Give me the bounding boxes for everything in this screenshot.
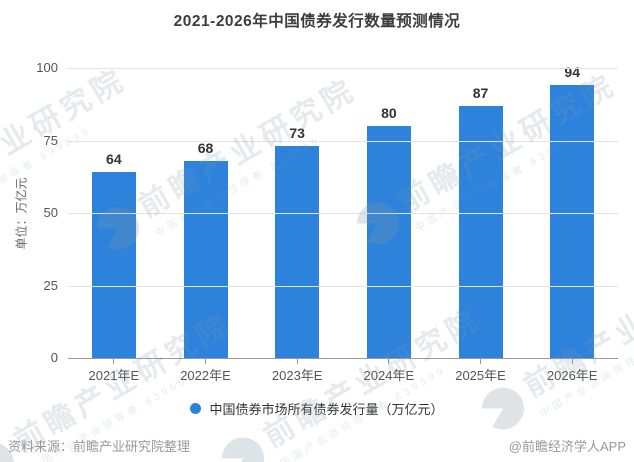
bar-band: 94 — [526, 64, 618, 358]
bar-band: 87 — [435, 68, 527, 358]
x-axis-tick — [113, 359, 115, 364]
legend-marker-icon — [190, 403, 202, 414]
x-axis-ticks — [68, 359, 618, 364]
gridline — [68, 140, 618, 142]
bar-2022年E[interactable] — [183, 160, 228, 358]
bar-2023年E[interactable] — [275, 146, 320, 358]
y-tick-label: 75 — [43, 132, 58, 148]
bar-2026年E[interactable] — [550, 85, 595, 358]
legend-label: 中国债券市场所有债券发行量（万亿元） — [209, 402, 444, 417]
x-tick-cell — [251, 359, 343, 364]
x-tick-label: 2022年E — [180, 368, 231, 383]
chart-title: 2021-2026年中国债券发行数量预测情况 — [173, 13, 461, 30]
x-tick-label: 2025年E — [455, 368, 506, 383]
y-axis-tick-labels: 0 25 50 75 100 — [0, 0, 58, 462]
bar-value-label: 80 — [381, 105, 397, 121]
bar-value-label: 73 — [289, 125, 305, 142]
x-tick-cell — [435, 359, 527, 364]
x-tick-label: 2021年E — [88, 368, 140, 383]
y-tick-label: 50 — [43, 205, 58, 220]
y-tick-label: 100 — [36, 60, 58, 75]
watermark-logo-icon — [214, 429, 272, 462]
plot-area: 64 68 73 80 87 94 — [68, 64, 618, 359]
credit-note: @前瞻经济学人APP — [508, 439, 626, 454]
y-tick-label: 0 — [50, 350, 58, 365]
legend[interactable]: 中国债券市场所有债券发行量（万亿元） — [0, 399, 634, 418]
x-tick-cell — [526, 359, 618, 364]
x-tick-label: 2024年E — [363, 368, 415, 383]
gridline — [68, 68, 618, 69]
bar-value-label: 68 — [197, 139, 214, 156]
bar-2025年E[interactable] — [458, 105, 503, 358]
gridline — [68, 213, 618, 214]
x-axis-tick — [205, 359, 206, 364]
x-tick-cell — [343, 359, 435, 364]
x-axis-tick — [296, 359, 298, 364]
x-axis-tick — [571, 359, 573, 364]
bar-2024年E[interactable] — [366, 126, 411, 358]
bar-value-label: 87 — [472, 84, 489, 101]
x-tick-label: 2023年E — [271, 368, 323, 383]
x-axis-tick-labels: 2021年E 2022年E 2023年E 2024年E 2025年E 2026年E — [68, 365, 618, 384]
bar-band: 80 — [343, 68, 435, 358]
bar-series: 64 68 73 80 87 94 — [68, 64, 618, 358]
x-axis-tick — [388, 359, 390, 364]
bar-band: 73 — [251, 68, 343, 358]
bar-value-label: 64 — [106, 151, 122, 168]
source-note: 资料来源：前瞻产业研究院整理 — [8, 439, 191, 454]
x-tick-cell — [160, 359, 252, 364]
y-tick-label: 25 — [43, 277, 58, 293]
bar-value-label: 94 — [564, 64, 580, 81]
bar-2021年E[interactable] — [91, 172, 136, 358]
bar-band: 64 — [68, 68, 160, 358]
bar-band: 68 — [160, 68, 252, 358]
x-tick-label: 2026年E — [546, 368, 598, 383]
gridline — [68, 285, 618, 287]
x-axis-tick — [480, 359, 482, 364]
x-tick-cell — [68, 359, 160, 364]
